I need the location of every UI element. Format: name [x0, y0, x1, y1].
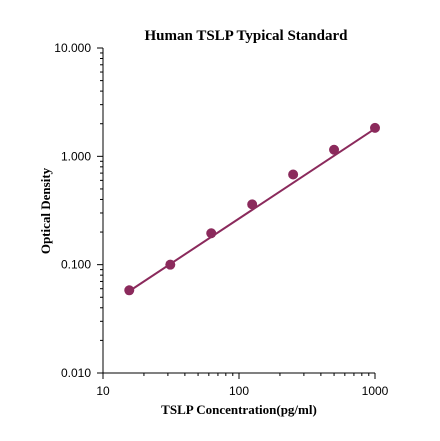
x-tick-label: 1000: [362, 384, 389, 398]
y-tick-label: 0.100: [61, 258, 91, 272]
y-tick-group: 10.000 1.000 0.100 0.010: [54, 41, 103, 380]
data-point: [124, 285, 135, 296]
data-point: [247, 199, 258, 210]
y-axis-label: Optical Density: [38, 167, 53, 254]
chart-title: Human TSLP Typical Standard: [145, 28, 349, 44]
y-tick-label: 1.000: [61, 149, 91, 163]
plot-area: [124, 122, 380, 296]
x-tick-group: 10 100 1000: [96, 373, 389, 398]
data-point: [329, 144, 340, 155]
x-axis-label: TSLP Concentration(pg/ml): [161, 402, 317, 417]
y-tick-label: 0.010: [61, 366, 91, 380]
data-point: [288, 169, 299, 180]
x-tick-label: 100: [229, 384, 249, 398]
data-point: [165, 259, 176, 270]
data-point: [206, 228, 217, 239]
y-tick-label: 10.000: [54, 41, 91, 55]
data-point: [370, 122, 380, 133]
x-tick-label: 10: [96, 384, 110, 398]
